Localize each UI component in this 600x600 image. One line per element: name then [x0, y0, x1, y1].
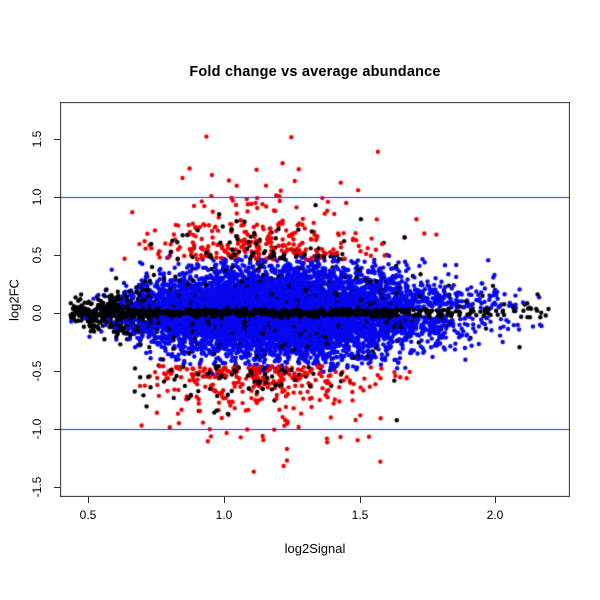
- y-axis-label: log2FC: [6, 279, 22, 321]
- y-tick-label: -0.5: [30, 360, 44, 382]
- x-tick-label: 1.0: [215, 508, 233, 522]
- x-tick-mark: [495, 497, 496, 503]
- y-tick-label: 0.0: [30, 304, 44, 322]
- y-tick-mark: [54, 313, 60, 314]
- x-tick-mark: [224, 497, 225, 503]
- y-tick-label: 1.0: [30, 188, 44, 206]
- y-tick-label: 1.5: [30, 130, 44, 148]
- x-axis-label: log2Signal: [284, 541, 346, 556]
- y-tick-mark: [54, 139, 60, 140]
- y-tick-label: -1.0: [30, 418, 44, 439]
- y-tick-mark: [54, 487, 60, 488]
- y-tick-mark: [54, 197, 60, 198]
- y-tick-label: -1.5: [30, 476, 44, 497]
- x-tick-label: 2.0: [486, 508, 504, 522]
- x-tick-label: 1.5: [351, 508, 369, 522]
- chart-title: Fold change vs average abundance: [189, 64, 441, 80]
- x-tick-label: 0.5: [79, 508, 97, 522]
- scatter-plot-canvas: [60, 102, 570, 497]
- y-tick-mark: [54, 371, 60, 372]
- y-tick-label: 0.5: [30, 246, 44, 264]
- x-tick-mark: [360, 497, 361, 503]
- y-tick-mark: [54, 255, 60, 256]
- y-tick-mark: [54, 429, 60, 430]
- x-tick-mark: [88, 497, 89, 503]
